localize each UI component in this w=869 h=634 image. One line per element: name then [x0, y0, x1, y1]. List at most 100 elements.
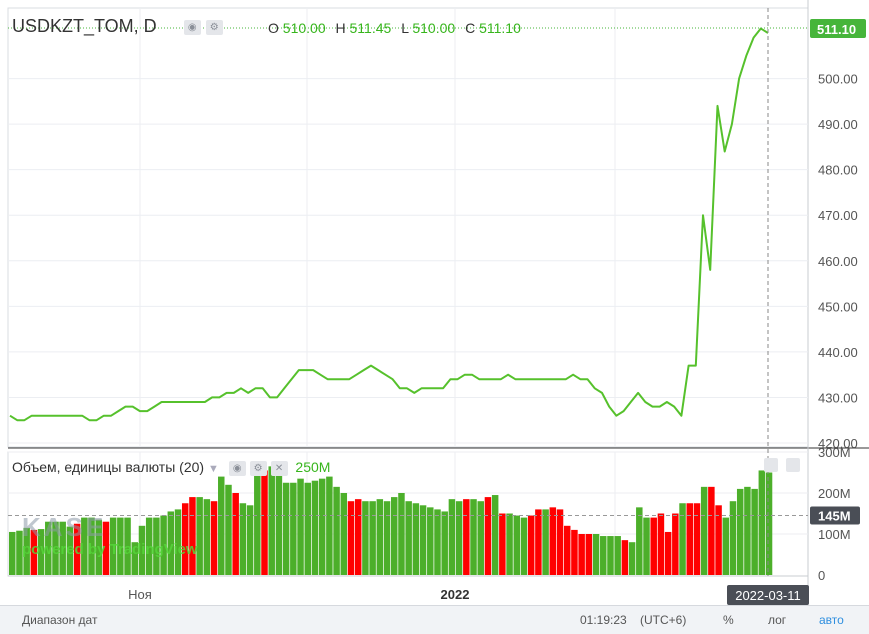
volume-bar — [354, 499, 362, 575]
volume-bar — [232, 493, 239, 575]
volume-bar — [527, 515, 535, 575]
volume-bar — [751, 488, 758, 575]
timezone-button[interactable]: (UTC+6) — [640, 613, 687, 627]
volume-bar — [261, 470, 268, 575]
volume-bar — [506, 513, 513, 575]
volume-bar — [636, 507, 643, 575]
volume-bar — [744, 486, 751, 575]
volume-bar — [700, 486, 708, 575]
volume-bar — [145, 517, 153, 575]
volume-bar — [405, 501, 412, 575]
volume-bar — [246, 505, 254, 575]
volume-bar — [30, 529, 38, 575]
volume-bar — [607, 536, 614, 575]
ohlc-values: O 510.00 H 511.45 L 510.00 C 511.10 — [268, 20, 527, 36]
volume-bar — [614, 536, 621, 575]
symbol-title: USDKZT_TOM, D ◉ ⚙ — [12, 16, 223, 37]
volume-bar — [434, 509, 441, 575]
symbol-label: USDKZT_TOM, D — [12, 16, 157, 36]
volume-bar — [376, 499, 384, 575]
volume-bar — [463, 499, 470, 575]
high-label: H — [335, 20, 346, 36]
volume-bar — [455, 501, 463, 575]
volume-bar — [693, 503, 701, 575]
volume-bar — [52, 521, 59, 575]
price-tick-label: 490.00 — [818, 117, 858, 132]
price-line — [9, 27, 769, 422]
volume-bar — [81, 517, 88, 575]
volume-bar — [290, 482, 297, 575]
volume-bar — [304, 482, 311, 575]
bottom-toolbar: Диапазон дат 01:19:23 (UTC+6) % лог авто — [0, 605, 869, 634]
auto-toggle[interactable]: авто — [819, 613, 844, 627]
volume-bar — [470, 499, 477, 575]
volume-tick-label: 0 — [818, 568, 825, 583]
chart-canvas[interactable]: 500.00 490.00 480.00 470.00 460.00 450.00 440.… — [0, 0, 869, 605]
price-tick-label: 440.00 — [818, 345, 858, 360]
log-toggle[interactable]: лог — [768, 613, 787, 627]
volume-current-badge — [810, 506, 860, 525]
volume-bar — [419, 505, 427, 575]
price-tick-label: 480.00 — [818, 163, 858, 178]
volume-bar — [708, 486, 715, 575]
volume-bar — [729, 501, 737, 575]
volume-bar — [189, 497, 196, 575]
volume-tick-label: 200M — [818, 486, 851, 501]
settings-icon[interactable]: ⚙ — [249, 460, 267, 476]
volume-bar — [282, 482, 290, 575]
watermark: KASE powered by TradingView — [22, 512, 198, 558]
volume-bar — [672, 513, 679, 575]
volume-bar — [218, 476, 225, 575]
volume-bar — [679, 503, 686, 575]
volume-bar — [643, 517, 650, 575]
volume-bar — [758, 470, 766, 575]
volume-bar — [657, 513, 665, 575]
volume-bar — [16, 530, 23, 575]
open-label: O — [268, 20, 279, 36]
volume-bar — [311, 480, 319, 575]
volume-legend: Объем, единицы валюты (20) ▼ ◉ ⚙ ✕ 250M — [12, 459, 330, 476]
volume-bar — [484, 497, 492, 575]
volume-bar — [102, 521, 110, 575]
date-range-button[interactable]: Диапазон дат — [22, 613, 98, 627]
volume-bar — [73, 523, 81, 575]
volume-bar — [571, 529, 578, 575]
volume-tick-label: 100M — [818, 527, 851, 542]
percent-toggle[interactable]: % — [723, 613, 734, 627]
volume-bar — [254, 470, 261, 575]
powered-by-label: powered by TradingView — [22, 541, 198, 558]
volume-bar — [95, 519, 102, 575]
time-tick-label: Ноя — [128, 587, 152, 602]
volume-bar — [196, 497, 203, 575]
volume-bar — [181, 503, 189, 575]
price-tick-label: 460.00 — [818, 254, 858, 269]
volume-bar — [362, 501, 369, 575]
low-value: 510.00 — [412, 20, 456, 36]
volume-bar — [765, 472, 773, 575]
volume-bar — [621, 540, 629, 575]
eye-icon[interactable]: ◉ — [183, 19, 201, 35]
settings-icon[interactable]: ⚙ — [205, 19, 223, 35]
kase-logo: KASE — [22, 512, 107, 542]
price-tick-label: 420.00 — [818, 436, 858, 451]
volume-bar — [210, 501, 218, 575]
close-icon[interactable]: ✕ — [270, 460, 288, 476]
last-price-label: 511.10 — [817, 22, 856, 37]
volume-bar — [592, 534, 600, 575]
volume-bar — [109, 517, 117, 575]
volume-bar — [174, 509, 182, 575]
volume-bar — [117, 517, 124, 575]
volume-bar — [153, 517, 160, 575]
volume-bar — [556, 509, 564, 575]
volume-bar — [275, 474, 283, 575]
volume-bar — [9, 531, 16, 575]
low-label: L — [401, 20, 409, 36]
volume-bar — [542, 509, 549, 575]
pane-up-button — [764, 458, 778, 472]
dropdown-icon[interactable]: ▼ — [207, 463, 219, 475]
volume-bar — [239, 503, 247, 575]
eye-icon[interactable]: ◉ — [228, 460, 246, 476]
volume-bar — [138, 525, 146, 575]
volume-bar — [398, 493, 405, 575]
